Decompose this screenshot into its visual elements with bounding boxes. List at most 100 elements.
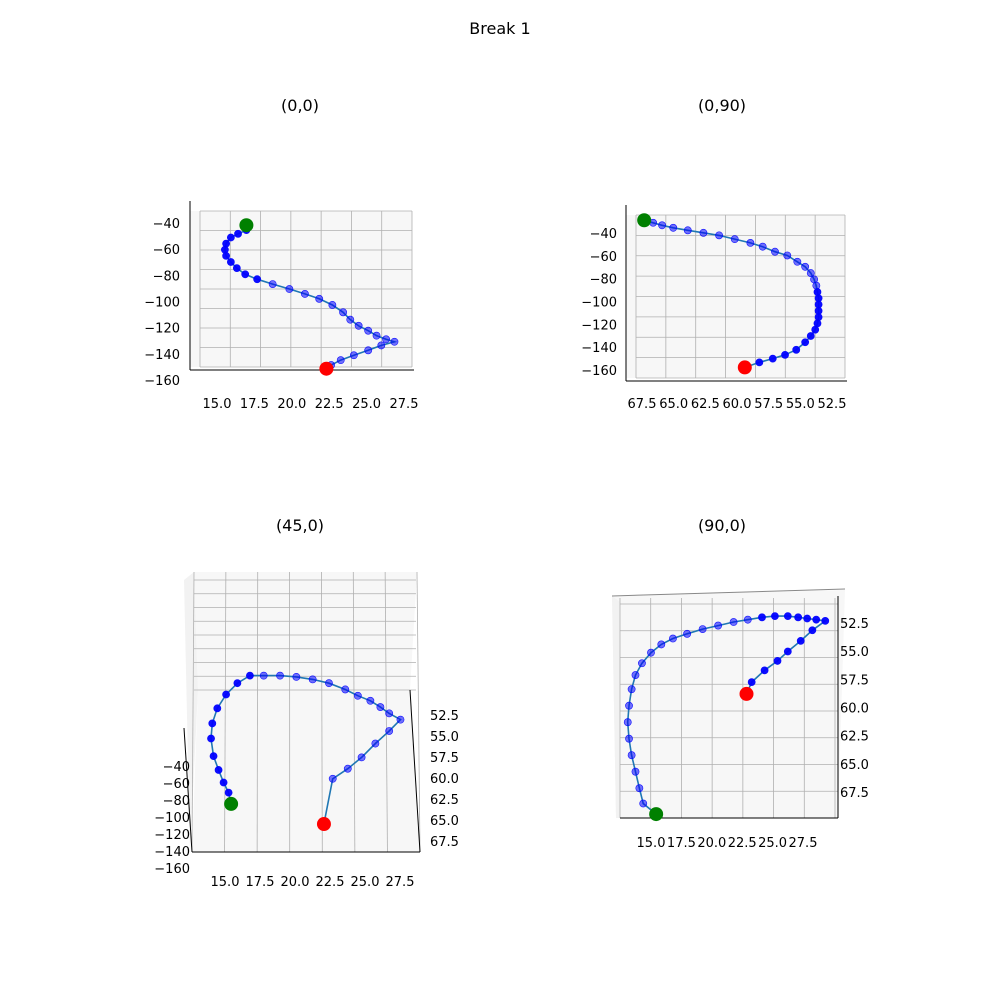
data-point — [341, 685, 350, 694]
y-tick-label: −60 — [590, 250, 617, 265]
data-point — [222, 690, 230, 699]
x-tick-label: 20.0 — [281, 875, 310, 890]
x-tick-label: 57.5 — [754, 397, 783, 412]
data-point — [625, 734, 633, 743]
data-point — [657, 640, 666, 649]
panel-title: (45,0) — [276, 516, 324, 535]
x-tick-label: 25.0 — [352, 397, 381, 412]
x-tick-label: 67.5 — [628, 397, 657, 412]
data-point — [746, 238, 755, 247]
z-tick-label: −60 — [163, 777, 190, 792]
x-tick-label: 27.5 — [390, 397, 419, 412]
data-point — [232, 264, 241, 273]
data-point — [354, 321, 363, 330]
y-tick-label: 62.5 — [840, 730, 869, 745]
data-point — [385, 709, 394, 718]
data-point — [747, 678, 756, 687]
data-point — [349, 351, 358, 360]
data-point — [812, 281, 821, 290]
data-point — [339, 308, 348, 317]
data-point — [792, 345, 801, 354]
data-point — [758, 613, 766, 622]
panel-2: (0,90) 67.5 65.0 62.5 60.0 57.5 55.0 52.5 −40 −60… — [581, 96, 847, 412]
y-tick-label: −60 — [153, 243, 180, 258]
data-point — [371, 739, 380, 748]
data-point — [325, 679, 333, 688]
x-tick-label: 65.0 — [659, 397, 688, 412]
data-point — [803, 614, 812, 623]
data-point — [821, 616, 830, 625]
data-point — [241, 270, 250, 279]
x-tick-label: 17.5 — [240, 397, 269, 412]
data-point — [760, 666, 769, 675]
panel-title: (0,0) — [281, 96, 319, 115]
data-point — [683, 226, 692, 235]
data-point — [781, 350, 789, 359]
data-point — [635, 784, 644, 793]
axis-line — [611, 588, 846, 597]
x-tick-label: 25.0 — [351, 875, 380, 890]
data-point — [812, 615, 821, 624]
x-tick-label: 17.5 — [667, 836, 696, 851]
data-point — [377, 341, 386, 350]
z-tick-label: −120 — [154, 828, 190, 843]
data-point — [730, 235, 739, 244]
data-point — [806, 269, 815, 277]
data-point — [683, 629, 692, 638]
x-tick-label: 60.0 — [723, 397, 752, 412]
data-point — [353, 691, 362, 700]
pane-side — [612, 596, 620, 818]
data-point — [783, 251, 792, 260]
data-point — [808, 626, 817, 635]
data-point — [801, 262, 810, 271]
data-point — [226, 233, 235, 242]
data-point — [285, 285, 294, 293]
x-tick-label: 17.5 — [246, 875, 275, 890]
y-tick-label: 52.5 — [840, 617, 869, 632]
data-point — [336, 356, 345, 365]
end-point — [316, 817, 331, 832]
pane — [612, 590, 845, 818]
x-tick-label: 20.0 — [697, 836, 726, 851]
data-point — [783, 612, 792, 621]
data-point — [729, 618, 738, 626]
pane-side — [184, 572, 198, 852]
data-point — [219, 778, 228, 787]
data-point — [308, 675, 317, 684]
y-tick-label: −80 — [153, 269, 180, 284]
data-point — [699, 228, 708, 237]
start-point — [637, 213, 652, 228]
data-point — [226, 258, 235, 266]
data-point — [801, 338, 810, 347]
y-tick-label: −160 — [144, 374, 180, 389]
figure-title: Break 1 — [469, 19, 530, 38]
start-point — [239, 218, 254, 233]
data-point — [638, 659, 646, 668]
data-point — [743, 615, 752, 624]
data-point — [292, 672, 301, 681]
data-point — [715, 231, 723, 240]
y-tick-label: 65.0 — [430, 814, 459, 829]
data-point — [207, 734, 215, 743]
panel-3: (45,0) 15.0 17.5 20.0 22.5 25.0 27.5 52.5 55.0 57… — [154, 516, 459, 890]
x-tick-label: 27.5 — [386, 875, 415, 890]
y-tick-label: 67.5 — [430, 835, 459, 850]
y-tick-label: −80 — [590, 273, 617, 288]
x-tick-label: 27.5 — [789, 836, 818, 851]
panel-4: (90,0) 15.0 17.5 20.0 22.5 25.0 27.5 52.5 55.0 57… — [611, 516, 869, 851]
z-tick-label: −140 — [154, 845, 190, 860]
y-tick-label: −140 — [581, 341, 617, 356]
x-tick-label: 15.0 — [637, 836, 666, 851]
pane-floor — [192, 690, 420, 852]
y-tick-label: 55.0 — [840, 645, 869, 660]
y-tick-label: 67.5 — [840, 786, 869, 801]
data-point — [771, 247, 779, 256]
data-point — [768, 354, 777, 363]
x-tick-label: 22.5 — [315, 397, 344, 412]
data-point — [631, 671, 640, 679]
axis-line — [409, 689, 421, 853]
x-tick-label: 15.0 — [211, 875, 240, 890]
data-point — [259, 671, 268, 680]
x-tick-label: 55.0 — [786, 397, 815, 412]
